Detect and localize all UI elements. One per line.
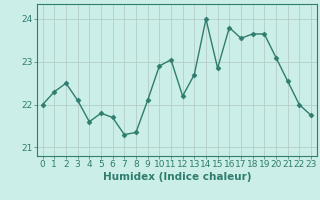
X-axis label: Humidex (Indice chaleur): Humidex (Indice chaleur): [102, 172, 251, 182]
